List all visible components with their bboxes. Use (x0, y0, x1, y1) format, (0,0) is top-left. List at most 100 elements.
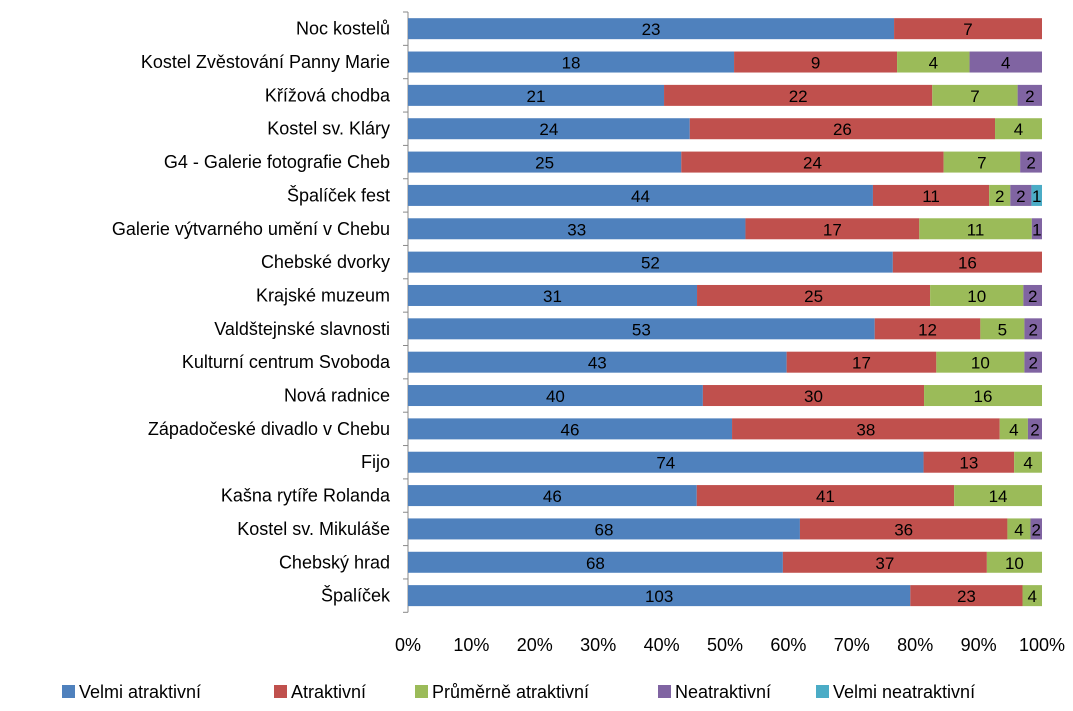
bar-segment (872, 184, 990, 206)
bar-segment (910, 585, 1023, 607)
bar-segment (408, 318, 875, 340)
value-label: 10 (971, 354, 990, 373)
bar-segment (786, 351, 937, 373)
bar-segment (408, 585, 911, 607)
bar-segment (1024, 351, 1042, 373)
bar-segment (408, 151, 682, 173)
value-label: 23 (957, 587, 976, 606)
bar-segment (1022, 585, 1042, 607)
value-label: 1 (1032, 220, 1041, 239)
value-label: 44 (631, 187, 650, 206)
bar-segment (664, 84, 933, 106)
legend-label: Atraktivní (291, 682, 366, 702)
x-tick-label: 40% (644, 635, 680, 655)
value-label: 103 (645, 587, 673, 606)
legend-swatch (62, 685, 75, 698)
bar-segment (408, 284, 698, 306)
value-label: 4 (1023, 454, 1032, 473)
value-label: 68 (595, 520, 614, 539)
bar-segment (1017, 84, 1042, 106)
value-label: 21 (527, 87, 546, 106)
value-label: 74 (656, 454, 675, 473)
bar-segment (1024, 318, 1042, 340)
value-label: 24 (539, 120, 558, 139)
bar-segment (408, 451, 924, 473)
category-label: Chebské dvorky (261, 252, 390, 272)
legend-label: Neatraktivní (675, 682, 771, 702)
category-label: Fijo (361, 452, 390, 472)
bar-segment (943, 151, 1021, 173)
bar-segment (1007, 518, 1031, 540)
category-label: Špalíček (321, 585, 391, 606)
value-label: 10 (1005, 554, 1024, 573)
legend-label: Velmi atraktivní (79, 682, 201, 702)
x-tick-label: 100% (1019, 635, 1065, 655)
x-tick-label: 60% (770, 635, 806, 655)
bar-segment (932, 84, 1018, 106)
bar-segment (894, 18, 1042, 40)
value-label: 1 (1032, 187, 1041, 206)
bar-segment (408, 251, 893, 273)
bar-segment (408, 51, 735, 73)
bar-segment (1030, 518, 1042, 540)
legend-label: Průměrně atraktivní (432, 682, 589, 702)
legend-swatch (415, 685, 428, 698)
value-label: 53 (632, 320, 651, 339)
bar-segment (408, 351, 787, 373)
value-label: 13 (959, 454, 978, 473)
category-label: Kostel sv. Mikuláše (237, 519, 390, 539)
value-label: 68 (586, 554, 605, 573)
bar-segment (408, 385, 703, 407)
value-label: 2 (1026, 154, 1035, 173)
category-label: Kostel sv. Kláry (267, 119, 390, 139)
value-label: 25 (804, 287, 823, 306)
value-label: 43 (588, 354, 607, 373)
bar-segment (734, 51, 898, 73)
category-label: Chebský hrad (279, 552, 390, 572)
value-label: 11 (967, 220, 985, 239)
x-tick-label: 80% (897, 635, 933, 655)
legend-swatch (274, 685, 287, 698)
bar-segment (408, 118, 690, 140)
category-label: Valdštejnské slavnosti (214, 319, 390, 339)
bar-segment (732, 418, 1000, 440)
value-label: 40 (546, 387, 565, 406)
value-label: 2 (1025, 87, 1034, 106)
value-label: 25 (535, 154, 554, 173)
bar-segment (408, 84, 665, 106)
value-label: 41 (816, 487, 835, 506)
bar-segment (919, 218, 1032, 240)
category-label: Galerie výtvarného umění v Chebu (112, 219, 390, 239)
value-label: 2 (995, 187, 1004, 206)
value-label: 2 (1028, 354, 1037, 373)
category-label: Kulturní centrum Svoboda (182, 352, 391, 372)
bar-segment (1027, 418, 1042, 440)
bar-segment (986, 551, 1042, 573)
value-label: 4 (1009, 420, 1018, 439)
value-label: 2 (1016, 187, 1025, 206)
x-tick-label: 90% (961, 635, 997, 655)
value-label: 2 (1028, 287, 1037, 306)
value-label: 46 (561, 420, 580, 439)
bar-segment (408, 18, 895, 40)
value-label: 36 (894, 520, 913, 539)
bar-segment (408, 184, 873, 206)
value-label: 18 (562, 54, 581, 73)
value-label: 4 (929, 54, 938, 73)
value-label: 24 (803, 154, 822, 173)
category-label: Noc kostelů (296, 19, 390, 39)
bar-segment (408, 551, 783, 573)
legend-swatch (658, 685, 671, 698)
value-label: 22 (789, 87, 808, 106)
bar-segment (689, 118, 996, 140)
category-label: Krajské muzeum (256, 285, 390, 305)
value-label: 30 (804, 387, 823, 406)
bar-segment (1023, 284, 1042, 306)
category-label: Západočeské divadlo v Chebu (148, 419, 390, 439)
bar-segment (408, 518, 800, 540)
value-label: 5 (998, 320, 1007, 339)
bar-segment (930, 284, 1024, 306)
bar-segment (1031, 184, 1042, 206)
value-label: 14 (989, 487, 1008, 506)
